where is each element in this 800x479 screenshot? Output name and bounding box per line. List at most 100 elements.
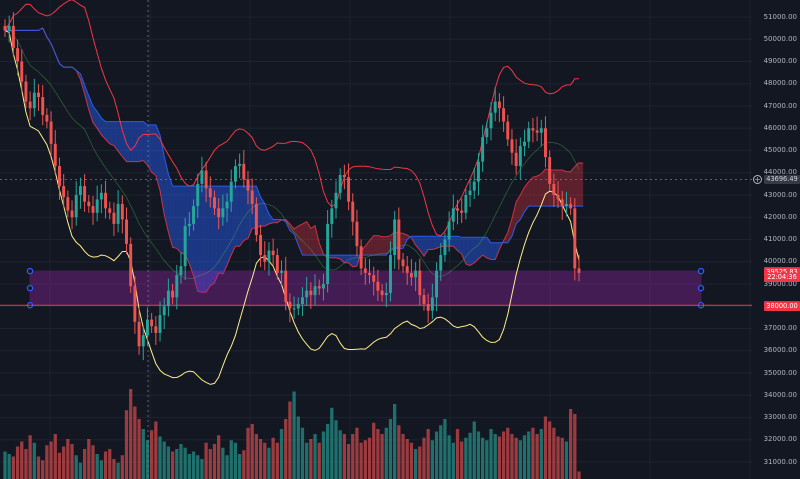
candle-body — [70, 210, 74, 218]
volume-bar — [66, 439, 70, 479]
candle-body — [414, 270, 418, 278]
candle-body — [238, 163, 242, 167]
volume-bar — [460, 441, 464, 479]
candle-body — [129, 243, 133, 287]
candle-body — [338, 174, 342, 193]
price-tag: 39525.83 — [764, 267, 800, 277]
zone-handle — [26, 267, 34, 275]
volume-bar — [49, 441, 53, 479]
cloud-segment — [352, 255, 357, 267]
volume-bar — [15, 446, 20, 479]
cloud-segment — [491, 242, 496, 260]
add-alert-plus-icon[interactable]: + — [753, 175, 762, 184]
volume-bar — [397, 425, 401, 479]
candle-body — [225, 201, 229, 209]
price-tick-label: 48000.00 — [763, 79, 797, 88]
cloud-segment — [155, 124, 161, 191]
volume-bar — [313, 434, 317, 479]
candle-body — [326, 223, 330, 284]
volume-bar — [434, 431, 439, 479]
volume-bar — [53, 434, 57, 479]
volume-bar — [317, 442, 321, 479]
candle-body — [514, 152, 518, 167]
price-tick-label: 51000.00 — [763, 12, 797, 21]
volume-bar — [493, 434, 497, 479]
volume-bar — [451, 442, 455, 479]
cloud-segment — [461, 237, 466, 264]
cloud-segment — [101, 118, 106, 140]
volume-bar — [409, 442, 414, 479]
price-tick-label: 50000.00 — [763, 34, 797, 43]
candle-body — [464, 195, 468, 213]
volume-bar — [237, 454, 242, 479]
candle-body — [476, 161, 480, 182]
candle-body — [263, 255, 267, 262]
candle-body — [53, 143, 57, 167]
cloud-segment — [189, 186, 194, 276]
candle-body — [468, 190, 472, 195]
chart-grid — [0, 0, 752, 479]
candle-body — [334, 192, 338, 209]
price-axis[interactable]: 51000.00 50000.00 49000.00 48000.00 47000.00… — [752, 0, 800, 479]
volume-bar — [506, 427, 510, 479]
volume-bar — [221, 447, 225, 479]
cloud-segment — [273, 219, 278, 223]
rectangle-zone-drawing — [0, 267, 752, 309]
cloud-segment — [197, 186, 202, 293]
candle-body — [351, 201, 355, 222]
volume-bar — [338, 430, 342, 479]
price-tick-label: 35000.00 — [763, 368, 797, 377]
candle-body — [78, 186, 82, 195]
candlestick-series — [3, 12, 581, 361]
cloud-segment — [206, 186, 211, 293]
volume-bar — [200, 459, 204, 479]
candle-body — [347, 177, 351, 202]
price-tag: 22:04:36 — [764, 273, 800, 283]
cloud-segment — [403, 233, 408, 249]
candle-body — [569, 203, 573, 209]
candle-body — [401, 259, 405, 267]
ichimoku-cloud — [5, 27, 584, 293]
cloud-segment — [474, 237, 479, 263]
volume-bar — [91, 445, 95, 479]
candle-body — [91, 206, 95, 213]
candle-body — [527, 128, 531, 142]
volume-bar — [497, 436, 502, 479]
volume-bar — [296, 416, 300, 479]
candle-body — [246, 179, 250, 191]
volume-bar — [20, 441, 24, 479]
candle-body — [49, 121, 53, 144]
volume-bar — [300, 427, 305, 479]
candle-body — [58, 166, 61, 187]
volume-bar — [439, 425, 443, 479]
volume-bar — [7, 454, 11, 479]
candle-body — [175, 275, 179, 298]
volume-bar — [62, 446, 66, 479]
cloud-segment — [264, 203, 269, 227]
cloud-segment — [151, 124, 156, 176]
candle-body — [296, 304, 300, 309]
candle-body — [145, 319, 149, 336]
volume-bar — [443, 419, 447, 479]
cloud-segment — [516, 195, 521, 224]
volume-bar — [393, 404, 397, 479]
volume-bar — [133, 406, 137, 479]
candle-body — [62, 186, 66, 198]
candle-body — [359, 246, 363, 269]
volume-bar — [154, 421, 158, 479]
candle-body — [213, 197, 216, 209]
cloud-segment — [432, 236, 437, 250]
candle-body — [20, 61, 24, 82]
candle-body — [32, 92, 36, 109]
price-tick-label: 39000.00 — [763, 279, 797, 288]
volume-bar — [367, 437, 372, 479]
volume-bar — [455, 429, 460, 479]
volume-bar — [28, 435, 32, 479]
candle-body — [187, 223, 191, 227]
volume-bar — [196, 455, 200, 479]
cloud-segment — [302, 221, 307, 256]
candle-body — [405, 266, 409, 273]
volume-bar — [103, 451, 108, 479]
volume-bar — [145, 440, 150, 479]
